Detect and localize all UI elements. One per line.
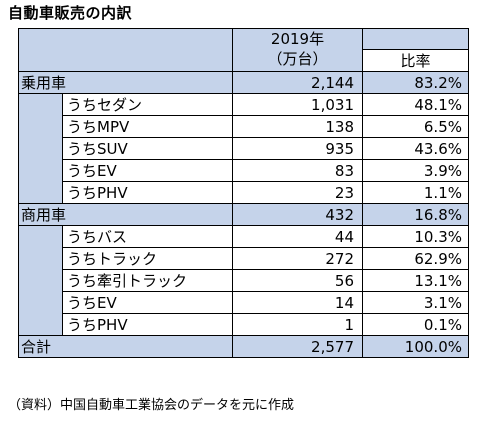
pct-cell: 6.5% bbox=[362, 115, 469, 138]
table-row: うちトラック 272 62.9% bbox=[19, 247, 469, 270]
table-row: うちPHV 23 1.1% bbox=[19, 181, 469, 204]
pct-cell: 10.3% bbox=[362, 225, 469, 248]
pct-cell: 48.1% bbox=[362, 93, 469, 116]
sub-label: うちEV bbox=[62, 291, 233, 314]
sub-label: うちセダン bbox=[62, 93, 233, 116]
sub-label: うちEV bbox=[62, 159, 233, 182]
table-row: 乗用車 2,144 83.2% bbox=[18, 71, 469, 94]
table-row: うちPHV 1 0.1% bbox=[19, 313, 469, 336]
pct-cell: 13.1% bbox=[362, 269, 469, 292]
header-ratio: 比率 bbox=[362, 49, 469, 72]
table-row: うちEV 83 3.9% bbox=[19, 159, 469, 182]
header-unit: （万台） bbox=[267, 50, 328, 68]
table-row: うち牽引トラック 56 13.1% bbox=[19, 269, 469, 292]
value-cell: 1,031 bbox=[232, 93, 363, 116]
sub-label: うちMPV bbox=[62, 115, 233, 138]
total-label: 合計 bbox=[18, 335, 233, 358]
pct-cell: 43.6% bbox=[362, 137, 469, 160]
pct-cell: 83.2% bbox=[362, 71, 469, 94]
sub-label: うち牽引トラック bbox=[62, 269, 233, 292]
header-row: 2019年 （万台） bbox=[18, 28, 469, 72]
value-cell: 23 bbox=[232, 181, 363, 204]
header-year: 2019年 bbox=[270, 30, 325, 48]
value-cell: 44 bbox=[232, 225, 363, 248]
pct-cell: 3.9% bbox=[362, 159, 469, 182]
pct-cell: 0.1% bbox=[362, 313, 469, 336]
page-title: 自動車販売の内訳 bbox=[8, 4, 133, 22]
value-cell: 2,144 bbox=[232, 71, 363, 94]
sub-label: うちPHV bbox=[62, 313, 233, 336]
indent-cell bbox=[18, 225, 63, 336]
value-cell: 138 bbox=[232, 115, 363, 138]
sub-label: うちSUV bbox=[62, 137, 233, 160]
indent-cell bbox=[18, 93, 63, 204]
sub-label: うちPHV bbox=[62, 181, 233, 204]
total-value: 2,577 bbox=[232, 335, 363, 358]
value-cell: 432 bbox=[232, 203, 363, 226]
sub-label: うちトラック bbox=[62, 247, 233, 270]
table-row: うちEV 14 3.1% bbox=[19, 291, 469, 314]
category-label: 商用車 bbox=[18, 203, 233, 226]
source-note: （資料）中国自動車工業協会のデータを元に作成 bbox=[8, 398, 295, 413]
pct-cell: 16.8% bbox=[362, 203, 469, 226]
table-row: うちセダン 1,031 48.1% bbox=[18, 93, 469, 204]
pct-cell: 3.1% bbox=[362, 291, 469, 314]
sales-breakdown-table: 2019年 （万台） 比率 乗用車 2,144 83.2% うちセダン 1,03… bbox=[18, 28, 469, 358]
total-row: 合計 2,577 100.0% bbox=[18, 335, 469, 358]
sub-label: うちバス bbox=[62, 225, 233, 248]
total-pct: 100.0% bbox=[362, 335, 469, 358]
table-row: うちSUV 935 43.6% bbox=[19, 137, 469, 160]
value-cell: 83 bbox=[232, 159, 363, 182]
value-cell: 1 bbox=[232, 313, 363, 336]
value-cell: 935 bbox=[232, 137, 363, 160]
table-row: うちバス 44 10.3% bbox=[18, 225, 469, 336]
table-row: 商用車 432 16.8% bbox=[18, 203, 469, 226]
value-cell: 272 bbox=[232, 247, 363, 270]
header-empty-cell bbox=[18, 28, 233, 72]
category-label: 乗用車 bbox=[18, 71, 233, 94]
pct-cell: 1.1% bbox=[362, 181, 469, 204]
value-cell: 56 bbox=[232, 269, 363, 292]
header-year-cell: 2019年 （万台） bbox=[232, 28, 363, 72]
value-cell: 14 bbox=[232, 291, 363, 314]
header-ratio-top bbox=[362, 28, 469, 50]
table-row: うちMPV 138 6.5% bbox=[19, 115, 469, 138]
pct-cell: 62.9% bbox=[362, 247, 469, 270]
